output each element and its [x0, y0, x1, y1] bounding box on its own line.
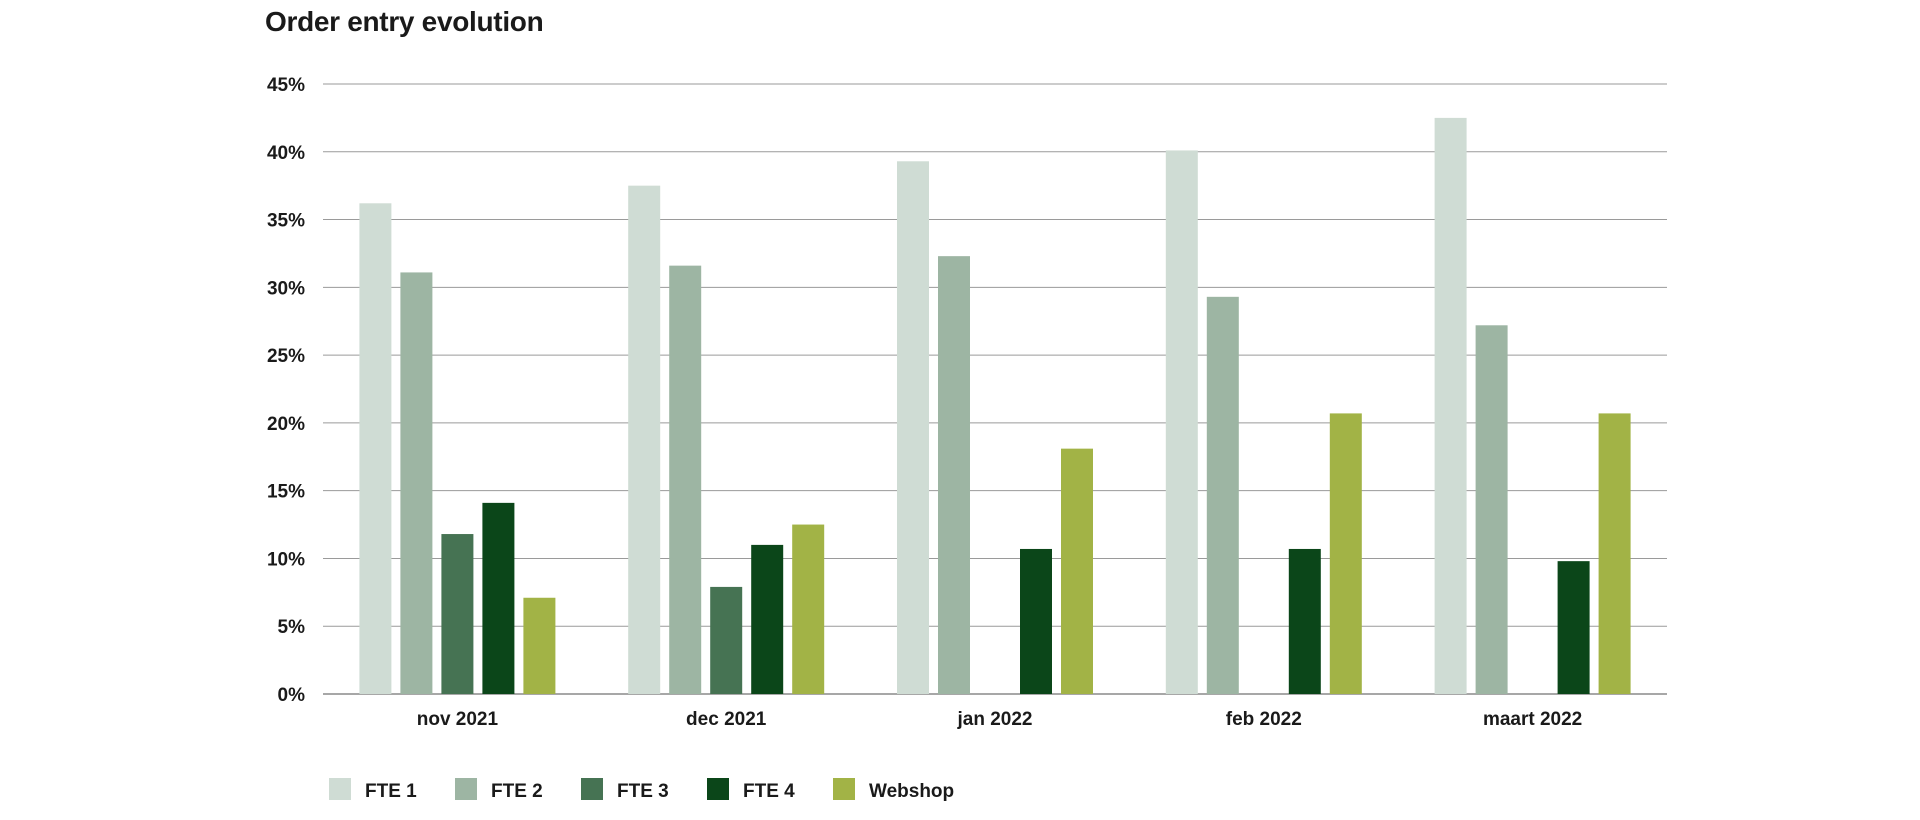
legend-swatch [833, 778, 855, 800]
legend-item-fte-1[interactable]: FTE 1 [329, 778, 417, 802]
y-tick-label: 35% [267, 211, 305, 232]
bar-webshop [1329, 413, 1362, 694]
bar-fte-1 [1165, 150, 1198, 694]
legend-label: FTE 2 [491, 781, 543, 802]
chart-title: Order entry evolution [265, 6, 544, 37]
y-tick-label: 30% [267, 278, 305, 299]
bar-webshop [523, 597, 556, 694]
x-tick-label: jan 2022 [957, 709, 1033, 730]
bar-fte-2 [400, 272, 433, 694]
bar-fte-4 [1288, 548, 1321, 694]
y-tick-label: 25% [267, 346, 305, 367]
legend-swatch [581, 778, 603, 800]
bar-fte-1 [1434, 117, 1467, 694]
bar-fte-1 [897, 161, 929, 694]
x-tick-label: maart 2022 [1483, 709, 1582, 730]
legend-swatch [329, 778, 351, 800]
legend-swatch [455, 778, 477, 800]
y-tick-label: 15% [267, 482, 305, 503]
y-tick-label: 5% [278, 617, 306, 638]
legend-swatch [707, 778, 729, 800]
bar-fte-4 [751, 544, 784, 694]
bar-fte-4 [1557, 561, 1590, 694]
legend[interactable]: FTE 1 FTE 2 FTE 3 FTE 4 Webshop [329, 778, 954, 802]
bar-fte-2 [669, 265, 702, 694]
y-tick-label: 40% [267, 143, 305, 164]
bar-fte-4 [1020, 548, 1052, 694]
legend-item-fte-2[interactable]: FTE 2 [455, 778, 543, 802]
bar-webshop [1061, 448, 1093, 694]
legend-label: Webshop [869, 781, 954, 802]
legend-item-fte-3[interactable]: FTE 3 [581, 778, 669, 802]
bar-webshop [792, 524, 825, 694]
bars [359, 117, 1631, 695]
y-tick-label: 10% [267, 549, 305, 570]
y-tick-label: 20% [267, 414, 305, 435]
bar-fte-2 [938, 256, 970, 694]
bar-fte-3 [441, 534, 474, 694]
x-axis-ticks: nov 2021 dec 2021 jan 2022 feb 2022 maart 20… [417, 709, 1583, 730]
bar-fte-2 [1206, 296, 1239, 694]
x-tick-label: dec 2021 [686, 709, 767, 730]
bar-fte-2 [1475, 325, 1508, 694]
legend-item-webshop[interactable]: Webshop [833, 778, 954, 802]
y-tick-label: 45% [267, 75, 305, 96]
x-tick-label: nov 2021 [417, 709, 499, 730]
legend-item-fte-4[interactable]: FTE 4 [707, 778, 795, 802]
bar-fte-1 [359, 203, 392, 695]
bar-webshop [1598, 413, 1631, 694]
legend-label: FTE 1 [365, 781, 417, 802]
legend-label: FTE 4 [743, 781, 795, 802]
bar-fte-4 [482, 502, 515, 694]
legend-label: FTE 3 [617, 781, 669, 802]
bar-fte-3 [710, 586, 743, 694]
x-tick-label: feb 2022 [1226, 709, 1302, 730]
y-tick-label: 0% [278, 685, 306, 706]
bar-fte-1 [628, 185, 661, 694]
y-axis-ticks: 0% 5% 10% 15% 20% 25% 30% 35% 40% 45% [267, 75, 305, 706]
